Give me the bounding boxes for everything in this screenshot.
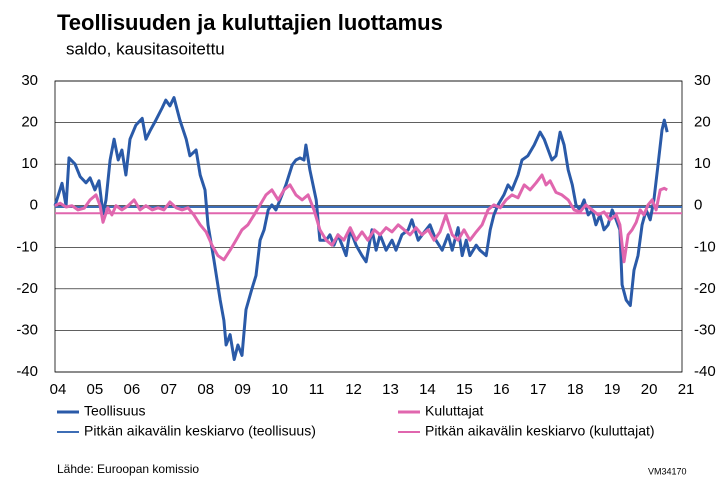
y-tick-label: -20 bbox=[16, 280, 38, 297]
legend-label: Pitkän aikavälin keskiarvo (kuluttajat) bbox=[425, 423, 655, 439]
x-tick-label: 12 bbox=[345, 381, 362, 398]
x-tick-label: 10 bbox=[271, 381, 288, 398]
y-tick-label: -40 bbox=[16, 363, 38, 380]
x-tick-label: 15 bbox=[456, 381, 473, 398]
y2-tick-label: 20 bbox=[694, 114, 711, 131]
x-tick-label: 21 bbox=[678, 381, 695, 398]
x-tick-label: 16 bbox=[493, 381, 510, 398]
x-tick-label: 19 bbox=[604, 381, 621, 398]
chart-code: VM34170 bbox=[648, 466, 687, 476]
x-tick-label: 05 bbox=[87, 381, 104, 398]
x-tick-label: 14 bbox=[419, 381, 436, 398]
x-tick-label: 04 bbox=[50, 381, 67, 398]
chart-title: Teollisuuden ja kuluttajien luottamus bbox=[57, 10, 443, 35]
chart-subtitle: saldo, kausitasoitettu bbox=[66, 39, 225, 58]
x-tick-label: 07 bbox=[160, 381, 177, 398]
y2-tick-label: 30 bbox=[694, 72, 711, 89]
x-tick-label: 06 bbox=[124, 381, 141, 398]
legend-label: Pitkän aikavälin keskiarvo (teollisuus) bbox=[84, 423, 316, 439]
x-tick-label: 18 bbox=[567, 381, 584, 398]
source: Lähde: Euroopan komissio bbox=[57, 462, 199, 476]
x-tick-label: 09 bbox=[234, 381, 251, 398]
x-tick-label: 20 bbox=[641, 381, 658, 398]
y2-tick-label: -40 bbox=[694, 363, 716, 380]
x-tick-label: 17 bbox=[530, 381, 547, 398]
legend-label: Teollisuus bbox=[84, 403, 145, 419]
y2-tick-label: 10 bbox=[694, 155, 711, 172]
y-tick-label: 10 bbox=[21, 155, 38, 172]
y2-tick-label: -10 bbox=[694, 238, 716, 255]
x-tick-label: 08 bbox=[197, 381, 214, 398]
x-tick-label: 11 bbox=[309, 381, 325, 398]
legend-label: Kuluttajat bbox=[425, 403, 483, 419]
y-tick-label: 0 bbox=[30, 197, 38, 214]
y-tick-label: -30 bbox=[16, 321, 38, 338]
y2-tick-label: -20 bbox=[694, 280, 716, 297]
y-tick-label: 20 bbox=[21, 114, 38, 131]
series-line bbox=[54, 173, 668, 264]
y2-tick-label: -30 bbox=[694, 321, 716, 338]
y-tick-label: -10 bbox=[16, 238, 38, 255]
series-line bbox=[53, 96, 669, 361]
y2-tick-label: 0 bbox=[694, 197, 702, 214]
y-tick-label: 30 bbox=[21, 72, 38, 89]
x-tick-label: 13 bbox=[382, 381, 399, 398]
plot-frame bbox=[54, 80, 683, 373]
